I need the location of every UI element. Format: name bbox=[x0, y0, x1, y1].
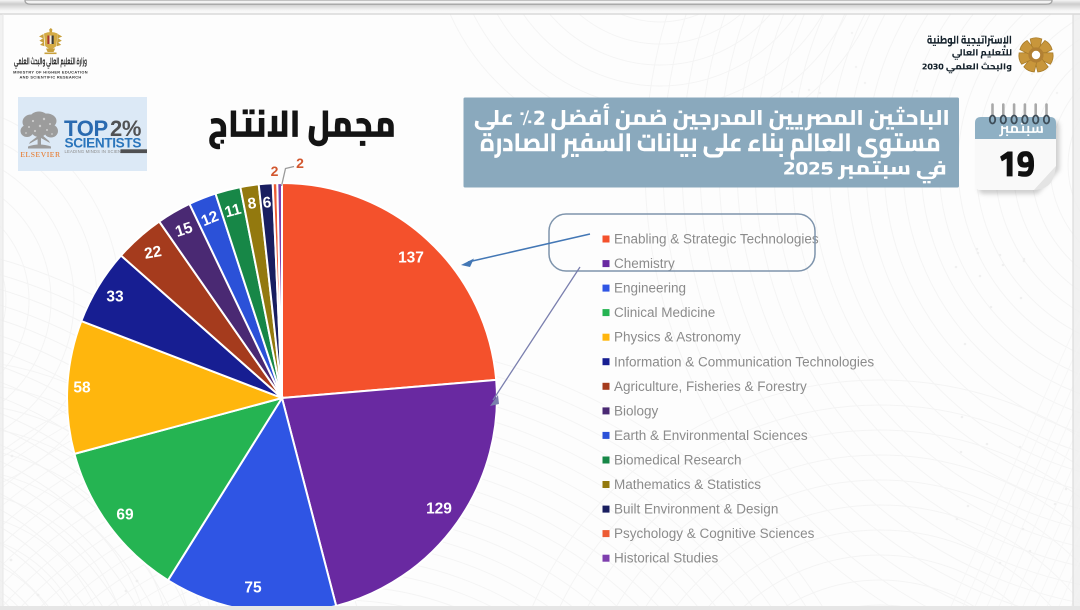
svg-text:AND SCIENTIFIC RESEARCH: AND SCIENTIFIC RESEARCH bbox=[19, 74, 81, 79]
svg-text:75: 75 bbox=[244, 580, 262, 597]
svg-text:69: 69 bbox=[116, 507, 134, 524]
svg-text:Information & Communication Te: Information & Communication Technologies bbox=[614, 354, 874, 369]
svg-text:33: 33 bbox=[106, 289, 124, 306]
svg-text:137: 137 bbox=[398, 250, 424, 267]
svg-text:Psychology & Cognitive Science: Psychology & Cognitive Sciences bbox=[614, 526, 815, 541]
svg-text:Mathematics & Statistics: Mathematics & Statistics bbox=[614, 477, 761, 492]
svg-text:129: 129 bbox=[426, 501, 452, 518]
svg-text:Enabling & Strategic Technolog: Enabling & Strategic Technologies bbox=[614, 232, 819, 247]
svg-text:Clinical Medicine: Clinical Medicine bbox=[614, 305, 715, 320]
svg-text:2: 2 bbox=[271, 163, 279, 179]
svg-text:22: 22 bbox=[143, 243, 163, 263]
svg-text:8: 8 bbox=[247, 195, 258, 213]
svg-text:SCIENTISTS: SCIENTISTS bbox=[65, 136, 142, 151]
svg-text:11: 11 bbox=[223, 201, 244, 222]
svg-text:Built Environment & Design: Built Environment & Design bbox=[614, 502, 778, 517]
svg-text:TOP: TOP bbox=[64, 116, 108, 141]
svg-text:Earth & Environmental Sciences: Earth & Environmental Sciences bbox=[614, 428, 808, 443]
svg-text:15: 15 bbox=[173, 219, 195, 241]
svg-text:Chemistry: Chemistry bbox=[614, 256, 675, 271]
svg-text:Biomedical Research: Biomedical Research bbox=[614, 453, 742, 468]
svg-text:6: 6 bbox=[262, 194, 272, 212]
svg-text:LEADING MINDS IN SCIENCE: LEADING MINDS IN SCIENCE bbox=[65, 149, 128, 154]
svg-text:Biology: Biology bbox=[614, 403, 659, 418]
svg-text:Historical Studies: Historical Studies bbox=[614, 551, 719, 566]
svg-text:MINISTRY OF HIGHER EDUCATION: MINISTRY OF HIGHER EDUCATION bbox=[13, 70, 88, 75]
svg-text:12: 12 bbox=[199, 208, 221, 230]
svg-text:ELSEVIER: ELSEVIER bbox=[20, 150, 61, 159]
svg-text:Engineering: Engineering bbox=[614, 281, 686, 296]
svg-text:Agriculture, Fisheries & Fores: Agriculture, Fisheries & Forestry bbox=[614, 379, 807, 394]
svg-text:2: 2 bbox=[296, 155, 304, 171]
svg-text:2%: 2% bbox=[110, 116, 141, 141]
svg-text:58: 58 bbox=[73, 380, 91, 397]
svg-text:Physics & Astronomy: Physics & Astronomy bbox=[614, 330, 741, 345]
